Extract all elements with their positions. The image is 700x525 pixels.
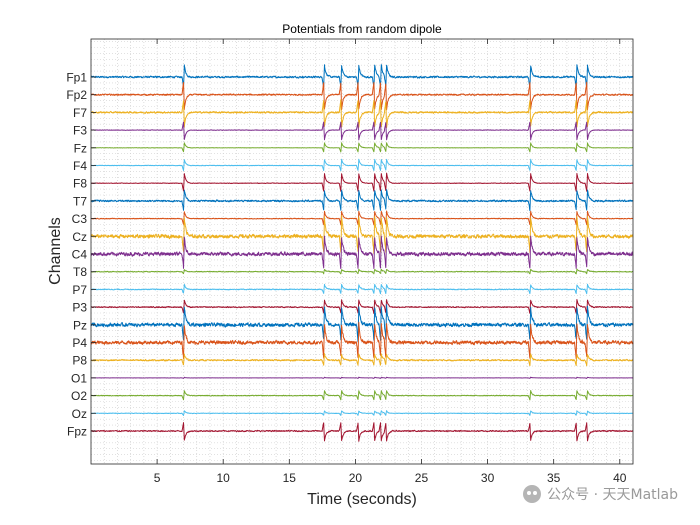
channel-label-f8: F8 — [73, 177, 87, 191]
x-tick-label: 5 — [154, 471, 161, 485]
x-tick-label: 30 — [481, 471, 495, 485]
grid — [91, 39, 633, 464]
trace-t8 — [90, 268, 634, 275]
channel-label-f4: F4 — [73, 159, 87, 173]
channel-label-fpz: Fpz — [67, 425, 87, 439]
channel-label-f7: F7 — [73, 106, 87, 120]
plot-frame — [90, 38, 634, 465]
chart-title: Potentials from random dipole — [282, 22, 442, 36]
trace-fp1 — [90, 64, 634, 89]
channel-label-p3: P3 — [72, 301, 87, 315]
trace-c4 — [90, 235, 634, 269]
trace-fpz — [90, 422, 634, 442]
trace-cz — [90, 215, 634, 254]
channel-label-cz: Cz — [72, 230, 87, 244]
trace-f7 — [90, 99, 634, 128]
channel-label-c4: C4 — [72, 248, 88, 262]
channel-label-o1: O1 — [71, 371, 87, 385]
x-axis-label: Time (seconds) — [307, 491, 417, 508]
channel-label-o2: O2 — [71, 389, 87, 403]
watermark: 公众号 · 天天Matlab — [523, 484, 678, 504]
channel-label-fp1: Fp1 — [66, 71, 87, 85]
channel-label-t7: T7 — [73, 194, 87, 208]
watermark-text: 公众号 · 天天Matlab — [547, 487, 678, 503]
x-tick-label: 40 — [613, 471, 627, 485]
trace-pz — [90, 304, 634, 343]
channel-label-t8: T8 — [73, 265, 87, 279]
x-axis-ticks: 5 10 15 20 25 30 35 40 — [154, 39, 627, 485]
trace-p3 — [90, 299, 634, 314]
wechat-icon — [523, 485, 542, 503]
trace-p7 — [90, 283, 634, 295]
y-axis-ticks: Fp1 Fp2 F7 F3 Fz F4 F8 T7 C3 Cz C4 T8 P7 P3 Pz P4 P8 O1 O2… — [66, 71, 96, 439]
trace-p4 — [90, 321, 634, 360]
trace-o2 — [90, 390, 634, 401]
trace-f4 — [90, 158, 634, 172]
channel-label-f3: F3 — [73, 124, 87, 138]
trace-c3 — [90, 210, 634, 226]
channel-label-pz: Pz — [73, 318, 87, 332]
channel-label-fp2: Fp2 — [66, 88, 87, 102]
channel-label-fz: Fz — [74, 141, 87, 155]
y-axis-label: Channels — [47, 217, 64, 285]
x-tick-label: 10 — [217, 471, 231, 485]
x-tick-label: 25 — [415, 471, 429, 485]
channel-label-c3: C3 — [72, 212, 88, 226]
x-tick-label: 20 — [349, 471, 363, 485]
trace-p8 — [90, 353, 634, 367]
trace-o1 — [90, 376, 634, 379]
trace-fz — [90, 142, 634, 153]
channel-label-p7: P7 — [72, 283, 87, 297]
x-tick-label: 35 — [547, 471, 561, 485]
trace-t7 — [90, 189, 634, 212]
traces — [90, 64, 634, 442]
trace-oz — [90, 410, 634, 416]
x-tick-label: 15 — [283, 471, 297, 485]
trace-fp2 — [90, 81, 634, 111]
channel-label-p8: P8 — [72, 354, 87, 368]
trace-f3 — [90, 121, 634, 141]
channel-label-oz: Oz — [72, 407, 87, 421]
trace-f8 — [90, 172, 634, 192]
channel-label-p4: P4 — [72, 336, 87, 350]
